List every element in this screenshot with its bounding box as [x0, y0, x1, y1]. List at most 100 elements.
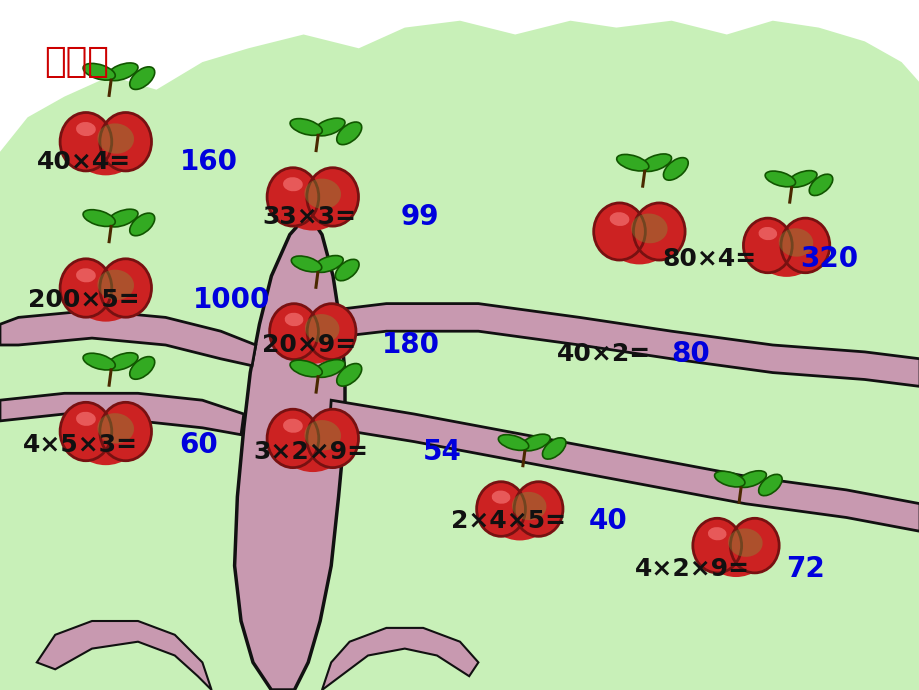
Ellipse shape	[76, 268, 96, 282]
Ellipse shape	[74, 415, 137, 465]
Ellipse shape	[130, 213, 154, 236]
Polygon shape	[322, 628, 478, 690]
Ellipse shape	[491, 491, 510, 504]
Ellipse shape	[281, 180, 344, 230]
Ellipse shape	[130, 357, 154, 380]
Ellipse shape	[490, 493, 549, 540]
Ellipse shape	[663, 157, 687, 180]
Ellipse shape	[757, 227, 777, 240]
Ellipse shape	[336, 364, 361, 386]
Ellipse shape	[267, 409, 318, 468]
Ellipse shape	[787, 170, 816, 187]
Ellipse shape	[514, 482, 562, 536]
Ellipse shape	[289, 119, 322, 135]
Polygon shape	[234, 214, 345, 690]
Text: 180: 180	[381, 331, 439, 359]
Ellipse shape	[307, 409, 358, 468]
Ellipse shape	[692, 518, 741, 573]
Ellipse shape	[313, 359, 345, 377]
Ellipse shape	[130, 67, 154, 90]
Ellipse shape	[743, 218, 791, 273]
Ellipse shape	[97, 124, 134, 154]
Ellipse shape	[76, 122, 96, 136]
Ellipse shape	[714, 471, 744, 487]
Text: 200×5=: 200×5=	[28, 288, 139, 312]
Ellipse shape	[60, 402, 111, 461]
Ellipse shape	[267, 168, 318, 226]
Ellipse shape	[542, 437, 565, 459]
Ellipse shape	[511, 492, 546, 520]
Ellipse shape	[307, 304, 356, 359]
Text: 54: 54	[423, 438, 461, 466]
Ellipse shape	[476, 482, 525, 536]
Ellipse shape	[83, 353, 115, 370]
Ellipse shape	[520, 434, 550, 451]
Ellipse shape	[758, 474, 781, 495]
Text: 40×2=: 40×2=	[556, 342, 650, 366]
Text: 4×5×3=: 4×5×3=	[23, 433, 138, 457]
Ellipse shape	[640, 154, 671, 171]
Ellipse shape	[707, 527, 726, 540]
Ellipse shape	[283, 315, 342, 364]
Ellipse shape	[809, 174, 832, 195]
Text: 80: 80	[671, 340, 709, 368]
Ellipse shape	[100, 259, 152, 317]
Ellipse shape	[607, 215, 670, 264]
Ellipse shape	[730, 518, 778, 573]
Ellipse shape	[281, 422, 344, 472]
Ellipse shape	[304, 314, 339, 343]
Ellipse shape	[269, 304, 318, 359]
Ellipse shape	[706, 529, 765, 577]
Ellipse shape	[291, 256, 322, 272]
Polygon shape	[0, 21, 919, 690]
Ellipse shape	[289, 360, 322, 377]
Text: 1000: 1000	[193, 286, 270, 314]
Ellipse shape	[304, 420, 341, 451]
Ellipse shape	[780, 218, 829, 273]
Ellipse shape	[304, 179, 341, 209]
Polygon shape	[326, 304, 919, 386]
Ellipse shape	[83, 63, 115, 80]
Ellipse shape	[100, 112, 152, 171]
Ellipse shape	[76, 412, 96, 426]
Text: 33×3=: 33×3=	[262, 206, 356, 229]
Ellipse shape	[616, 155, 648, 171]
Ellipse shape	[756, 229, 815, 277]
Text: 20×9=: 20×9=	[262, 333, 356, 357]
Text: 3×2×9=: 3×2×9=	[253, 440, 368, 464]
Ellipse shape	[313, 255, 343, 273]
Ellipse shape	[83, 210, 115, 226]
Ellipse shape	[74, 125, 137, 175]
Ellipse shape	[60, 259, 111, 317]
Ellipse shape	[736, 471, 766, 487]
Ellipse shape	[593, 203, 644, 260]
Ellipse shape	[777, 228, 812, 257]
Ellipse shape	[727, 529, 762, 557]
Text: 40×4=: 40×4=	[37, 150, 130, 174]
Ellipse shape	[283, 419, 302, 433]
Ellipse shape	[97, 270, 134, 300]
Ellipse shape	[97, 413, 134, 444]
Text: 72: 72	[786, 555, 824, 583]
Polygon shape	[0, 393, 244, 435]
Text: 40: 40	[588, 507, 627, 535]
Ellipse shape	[107, 209, 138, 227]
Ellipse shape	[307, 168, 358, 226]
Ellipse shape	[107, 353, 138, 371]
Text: 60: 60	[179, 431, 218, 459]
Text: 160: 160	[179, 148, 237, 176]
Text: 99: 99	[400, 204, 438, 231]
Ellipse shape	[335, 259, 358, 281]
Ellipse shape	[313, 118, 345, 136]
Ellipse shape	[498, 435, 528, 451]
Text: 2×4×5=: 2×4×5=	[450, 509, 565, 533]
Ellipse shape	[74, 271, 137, 322]
Ellipse shape	[336, 122, 361, 145]
Ellipse shape	[60, 112, 111, 171]
Ellipse shape	[107, 63, 138, 81]
Ellipse shape	[633, 203, 685, 260]
Text: 4×2×9=: 4×2×9=	[634, 558, 749, 581]
Text: 口算：: 口算：	[44, 45, 109, 79]
Text: 320: 320	[800, 245, 857, 273]
Ellipse shape	[100, 402, 152, 461]
